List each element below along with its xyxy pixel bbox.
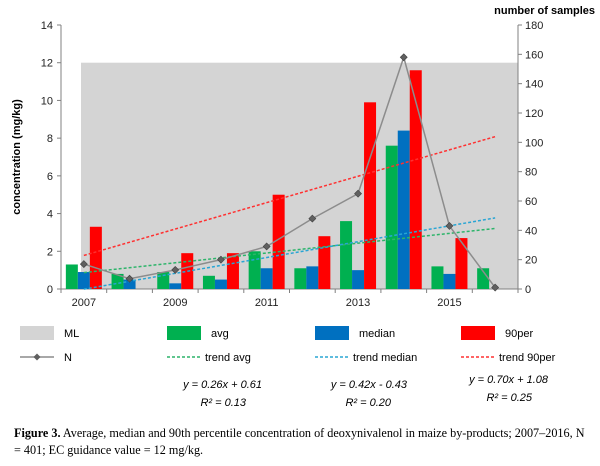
n-marker-2012 [308,214,317,223]
n-marker-2016 [491,283,500,292]
legend-trend-label-2: trend 90per [499,352,556,364]
y2-tick-label: 40 [525,225,537,237]
n-marker-2008 [125,274,134,283]
x-tick-label: 2013 [346,297,370,309]
bar-median-2014 [397,130,410,289]
y-tick-label: 10 [41,95,53,107]
bar-p90-2014 [409,70,422,289]
y-tick-label: 14 [41,20,53,32]
bar-median-2010 [214,279,227,289]
bar-p90-2015 [455,238,468,289]
n-marker-2010 [217,255,225,264]
trend-equation-2: y = 0.70x + 1.08 [468,374,549,386]
bar-avg-2015 [431,266,444,289]
trend-line-2 [83,135,496,257]
y2-tick-label: 100 [525,137,543,149]
y2-tick-label: 160 [525,49,543,61]
legend-trend-label-1: trend median [353,352,417,364]
legend-n-marker [33,353,41,361]
y-tick-label: 0 [47,284,53,296]
y-tick-label: 4 [47,209,53,221]
bar-p90-2009 [181,253,194,289]
n-marker-2011 [262,242,271,251]
y-axis-title: concentration (mg/kg) [11,99,23,215]
legend-median-label: median [359,328,395,340]
figure-caption: Figure 3. Average, median and 90th perce… [14,425,586,459]
bar-avg-2013 [340,221,353,289]
y2-tick-label: 140 [525,79,543,91]
n-marker-2013 [354,189,362,198]
x-tick-label: 2011 [255,297,279,309]
caption-label: Figure 3. [14,426,61,440]
legend-avg-label: avg [211,328,229,340]
bar-median-2011 [260,268,273,289]
legend-p90-label: 90per [505,328,533,340]
bar-avg-2008 [111,273,124,289]
bar-p90-2010 [226,253,239,289]
y2-tick-label: 0 [525,284,531,296]
bar-p90-2011 [272,194,285,289]
bar-p90-2007 [89,226,102,289]
bar-avg-2014 [385,145,398,289]
trend-r2-0: R² = 0.13 [200,397,246,409]
n-line [83,54,496,288]
bar-p90-2012 [318,236,331,289]
y2-tick-label: 180 [525,20,543,32]
y-tick-label: 8 [47,133,53,145]
bar-median-2007 [77,272,90,289]
bar-p90-2013 [364,102,377,289]
legend-ml-swatch [20,326,54,340]
bar-avg-2007 [65,264,78,289]
y2-axis-title: number of samples [494,5,595,17]
legend-p90-swatch [461,326,495,340]
trend-equation-0: y = 0.26x + 0.61 [182,379,262,391]
bar-median-2009 [169,283,182,289]
x-tick-label: 2007 [72,297,96,309]
n-marker-2009 [171,266,180,274]
y2-tick-label: 20 [525,255,537,267]
bar-avg-2012 [294,268,307,289]
trend-equation-1: y = 0.42x - 0.43 [330,379,408,391]
bar-median-2015 [443,273,456,289]
y2-tick-label: 60 [525,196,537,208]
n-marker-2007 [79,260,88,268]
bar-median-2013 [352,270,365,289]
caption-text: Average, median and 90th percentile conc… [14,426,585,457]
legend-median-swatch [315,326,349,340]
x-tick-label: 2009 [163,297,187,309]
trend-r2-2: R² = 0.25 [486,392,532,404]
bar-avg-2011 [248,251,261,289]
y2-tick-label: 80 [525,167,537,179]
trend-line-1 [83,217,496,290]
n-marker-2014 [399,53,408,62]
ml-band [81,62,518,289]
legend-ml-label: ML [64,328,79,340]
legend-avg-swatch [167,326,201,340]
bar-avg-2009 [157,272,170,289]
y2-tick-label: 120 [525,108,543,120]
y-tick-label: 6 [47,171,53,183]
trend-line-0 [83,227,496,274]
y-tick-label: 12 [41,58,53,70]
trend-r2-1: R² = 0.20 [345,397,391,409]
bar-median-2008 [123,279,136,289]
bar-median-2012 [306,266,319,289]
n-marker-2015 [445,222,454,230]
bar-avg-2016 [477,268,490,289]
y-tick-label: 2 [47,246,53,258]
legend-n-label: N [64,352,72,364]
legend-trend-label-0: trend avg [205,352,251,364]
x-tick-label: 2015 [437,297,461,309]
bar-avg-2010 [202,275,215,289]
